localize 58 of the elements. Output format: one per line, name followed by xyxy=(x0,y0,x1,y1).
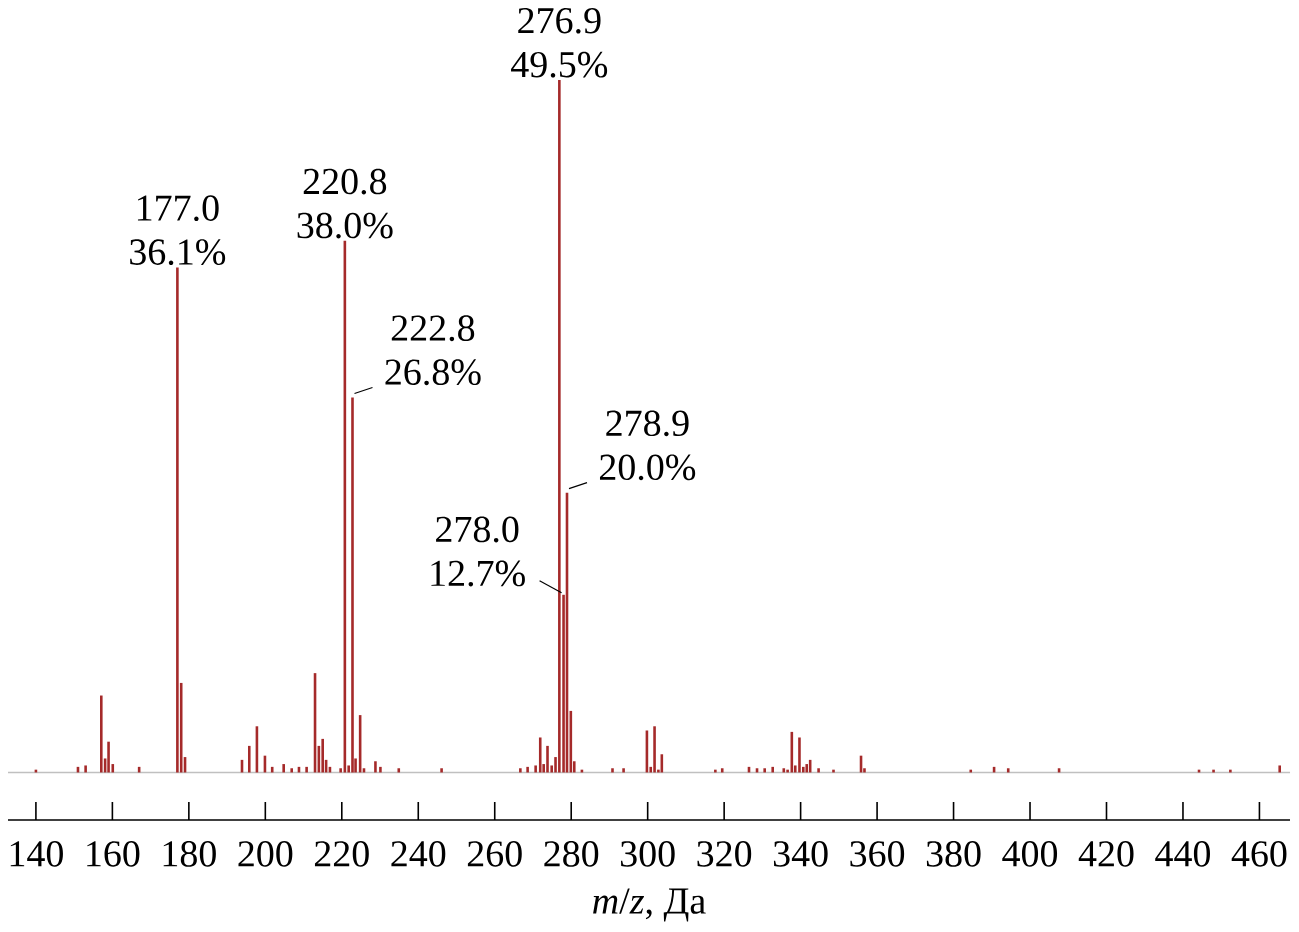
bar xyxy=(526,766,529,773)
data-label: 278.0 12.7% xyxy=(431,516,525,587)
data-label: 222.8 26.8% xyxy=(385,315,481,386)
bar xyxy=(290,768,294,773)
bar xyxy=(763,768,766,773)
x-tick-label: 380 xyxy=(926,841,981,867)
bar xyxy=(798,737,801,773)
bar xyxy=(176,267,179,773)
x-tick-label: 160 xyxy=(87,841,140,867)
x-tick-label: 300 xyxy=(620,841,675,867)
bar xyxy=(1006,768,1010,773)
x-tick-label: 320 xyxy=(697,841,752,867)
bar xyxy=(305,766,308,773)
bar xyxy=(270,766,274,773)
bar xyxy=(817,768,820,773)
x-axis-title: m/z, Да xyxy=(593,888,706,922)
data-label: 220.8 38.0% xyxy=(297,168,393,239)
bar xyxy=(519,768,522,773)
bar xyxy=(534,765,537,773)
bar xyxy=(771,766,774,773)
bar xyxy=(538,737,542,773)
bar xyxy=(397,768,401,773)
bar xyxy=(611,768,614,773)
bar xyxy=(1278,765,1281,773)
x-tick-label: 420 xyxy=(1078,841,1134,867)
x-tick-label: 180 xyxy=(163,841,216,867)
bar xyxy=(282,764,285,773)
x-tick-label: 400 xyxy=(1002,841,1058,867)
data-label: 276.9 49.5% xyxy=(511,7,608,78)
x-tick-label: 340 xyxy=(773,841,828,867)
bar xyxy=(782,768,786,773)
bar xyxy=(339,768,342,773)
bar xyxy=(379,766,382,773)
bar xyxy=(622,768,625,773)
bar xyxy=(440,768,443,773)
bar xyxy=(558,79,561,773)
x-tick-label: 440 xyxy=(1155,841,1210,867)
bar xyxy=(653,726,656,773)
x-tick-label: 140 xyxy=(10,841,63,867)
bar xyxy=(546,745,549,773)
x-tick-label: 460 xyxy=(1231,841,1287,867)
x-tick-label: 200 xyxy=(238,841,293,867)
x-tick-label: 220 xyxy=(314,841,369,867)
bar xyxy=(100,695,103,773)
bar xyxy=(84,765,87,773)
bar xyxy=(720,768,724,773)
x-tick-label: 360 xyxy=(850,841,905,867)
bar xyxy=(321,738,324,773)
data-label: 278.9 20.0% xyxy=(599,410,696,481)
x-tick-label: 240 xyxy=(391,841,446,867)
bar xyxy=(247,745,251,773)
bar xyxy=(107,741,110,773)
data-label: 177.0 36.1% xyxy=(130,195,226,266)
bar xyxy=(374,761,377,773)
bar xyxy=(351,397,354,773)
bar xyxy=(805,764,809,773)
x-tick-label: 280 xyxy=(544,841,599,867)
x-tick-label: 260 xyxy=(467,841,522,867)
